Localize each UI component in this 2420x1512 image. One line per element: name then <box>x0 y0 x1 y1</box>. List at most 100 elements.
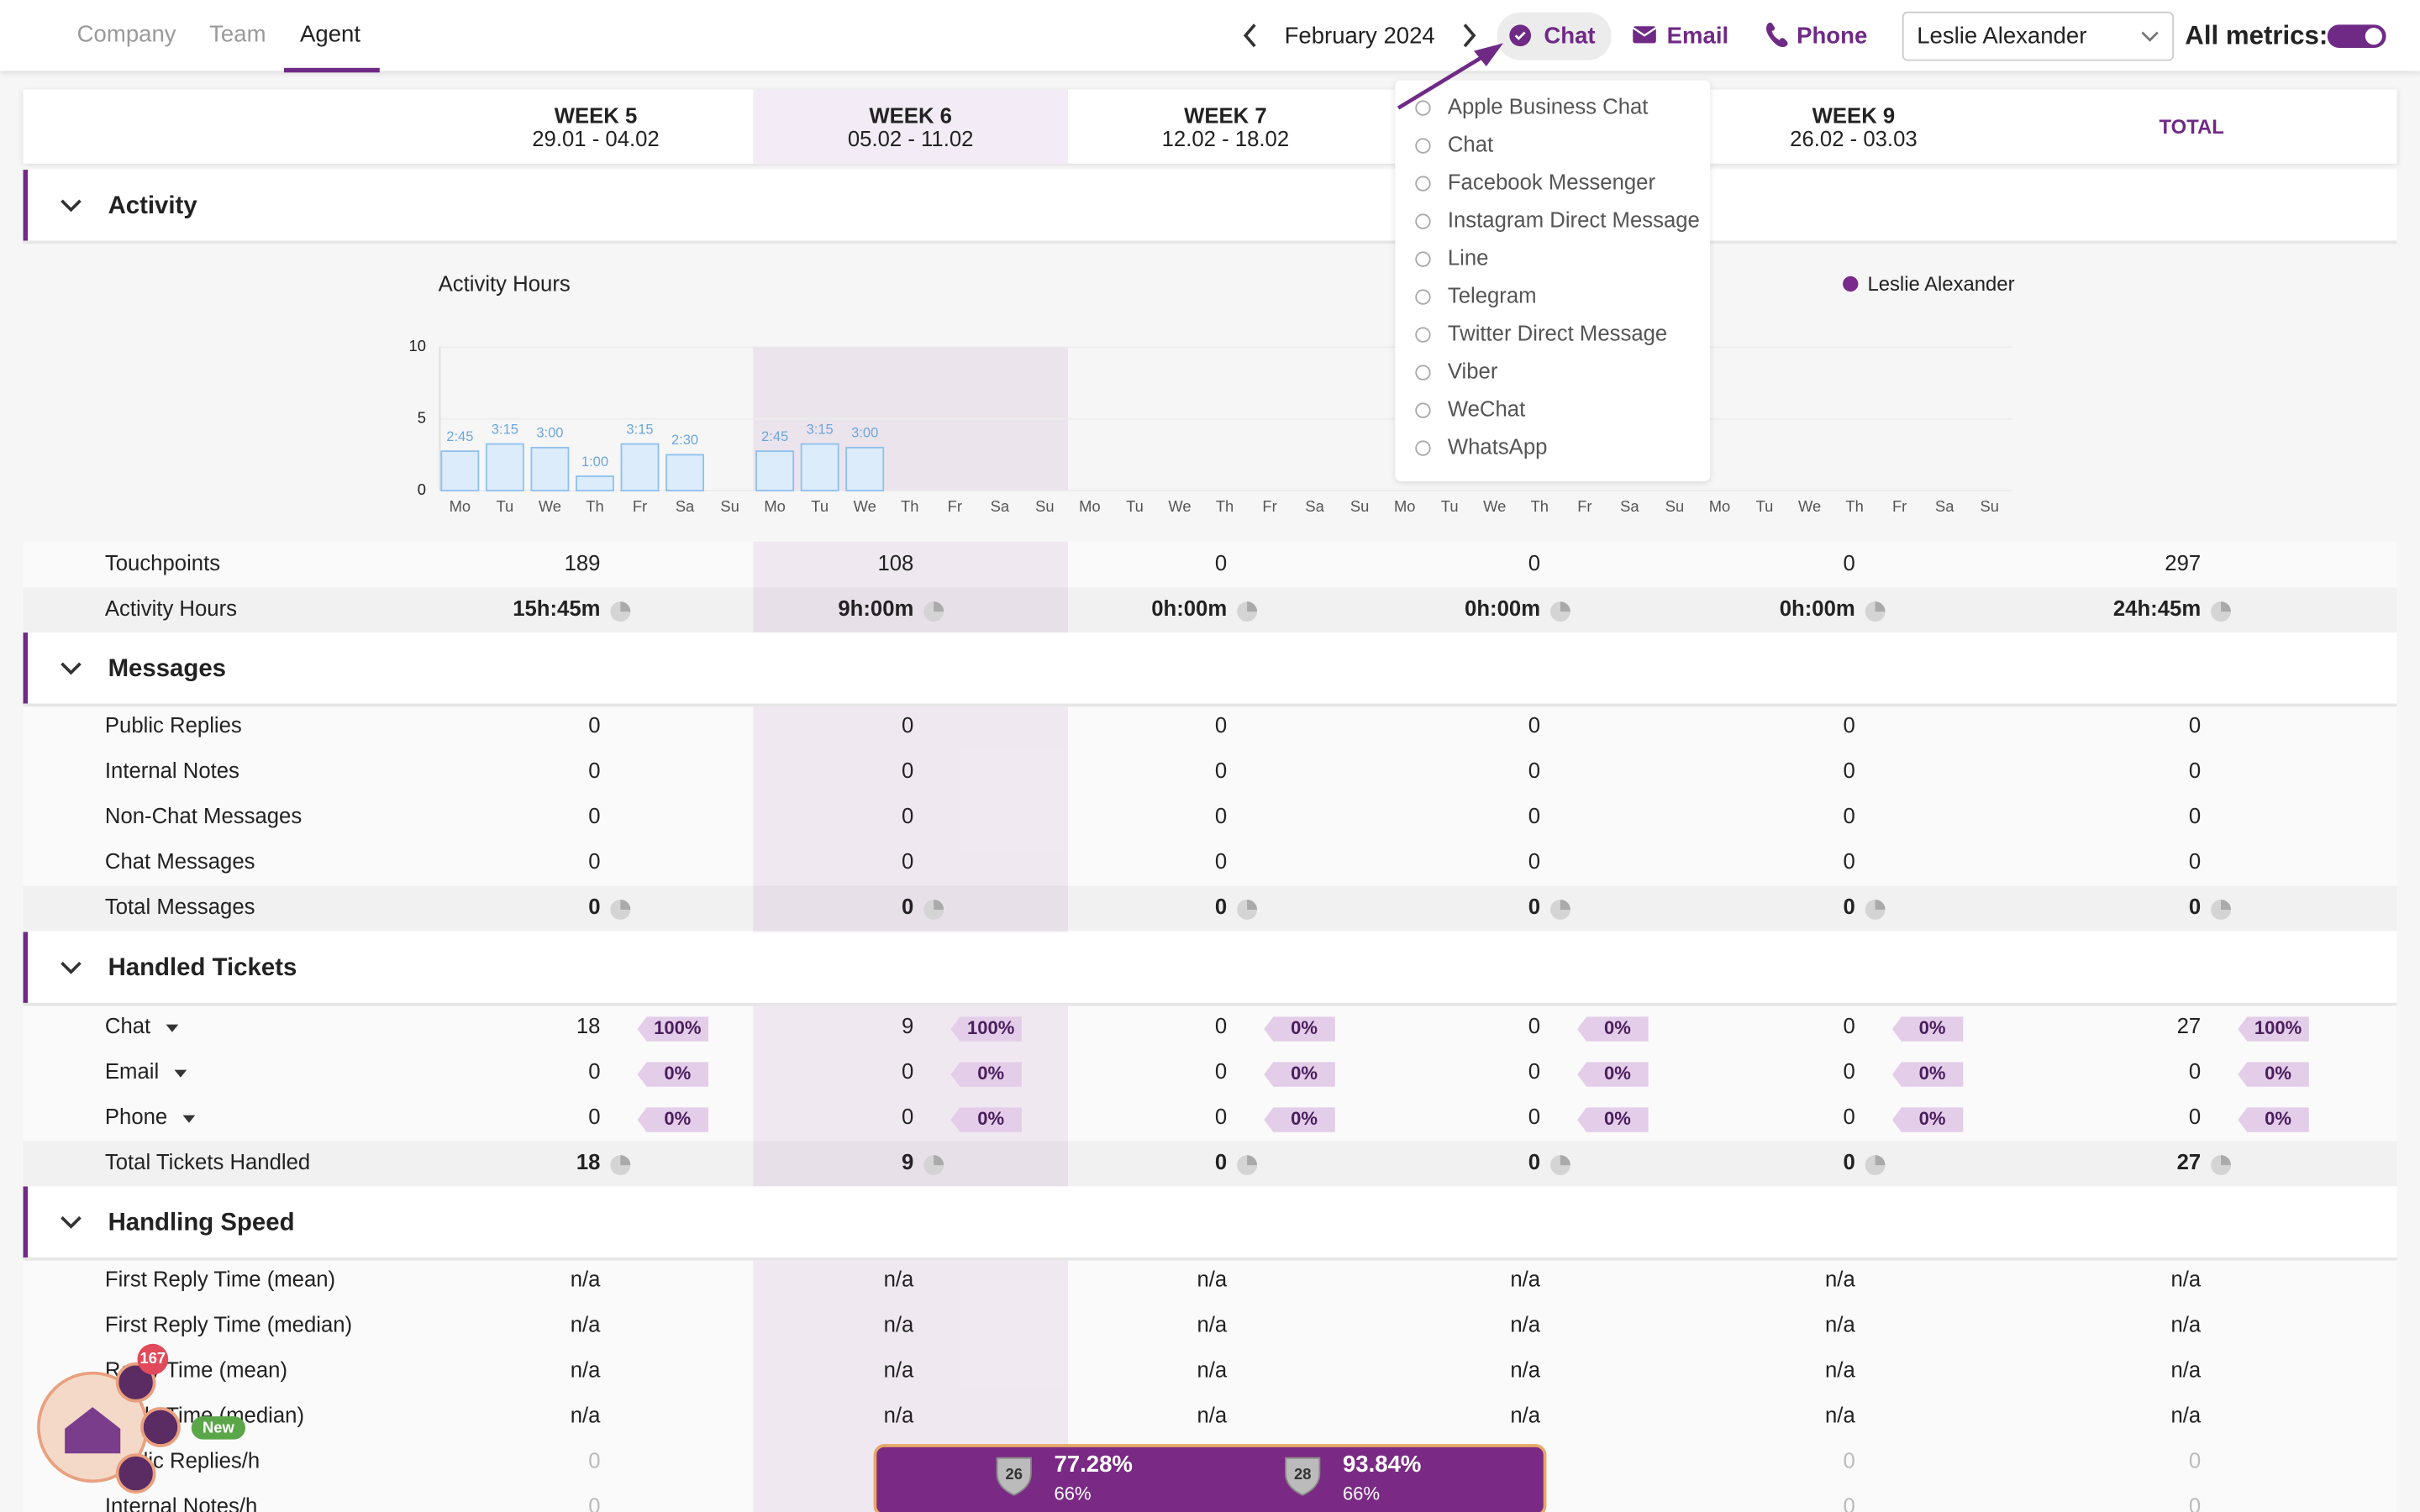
nav-tab[interactable]: Team <box>209 21 266 47</box>
channel-option[interactable]: Viber <box>1448 360 1498 383</box>
row-dropdown-caret[interactable] <box>166 1024 179 1032</box>
cell-value: 0 <box>2189 895 2201 919</box>
y-tick-label: 10 <box>409 337 426 354</box>
x-tick-label: Fr <box>948 497 962 515</box>
legend-swatch <box>1843 276 1859 292</box>
notification-count: 167 <box>140 1349 166 1367</box>
cell-value: 0 <box>1843 1494 1854 1512</box>
cell-value: n/a <box>1825 1358 1855 1382</box>
x-tick-label: Sa <box>676 497 695 515</box>
channel-icon <box>1415 176 1431 192</box>
percent-tag <box>950 1062 1022 1087</box>
rank-number: 28 <box>1294 1465 1311 1483</box>
percent-label: 0% <box>977 1108 1004 1129</box>
cell-value: 0 <box>2189 714 2201 738</box>
section-title[interactable]: Handling Speed <box>108 1208 295 1236</box>
channel-icon <box>1415 440 1431 456</box>
row-label: First Reply Time (median) <box>105 1313 352 1336</box>
collapse-chevron[interactable] <box>60 1215 82 1229</box>
rank-number: 26 <box>1006 1465 1023 1483</box>
cell-value: 0 <box>1215 759 1227 783</box>
next-month[interactable] <box>1463 24 1476 48</box>
cell-value: 27 <box>2177 1151 2202 1174</box>
percent-label: 0% <box>1604 1063 1631 1084</box>
channel-option[interactable]: Facebook Messenger <box>1448 171 1656 194</box>
section-title[interactable]: Activity <box>108 192 198 219</box>
section-title[interactable]: Handled Tickets <box>108 953 297 981</box>
widget-button[interactable] <box>115 1362 156 1403</box>
section-header <box>23 633 2397 704</box>
section-header <box>23 170 2397 241</box>
nav-tab[interactable]: Company <box>77 21 176 47</box>
bar <box>485 443 524 491</box>
row-dropdown-caret[interactable] <box>174 1069 187 1078</box>
cell-value: 0 <box>588 805 600 828</box>
cell-value: 15h:45m <box>513 597 600 621</box>
cell-value: n/a <box>884 1404 914 1427</box>
email-flap <box>1632 27 1657 37</box>
cell-value: 0 <box>1528 1015 1540 1038</box>
week-label: WEEK 6 <box>869 104 952 128</box>
total-row-bg <box>23 1141 2397 1186</box>
row-label: First Reply Time (mean) <box>105 1268 335 1291</box>
percent-tag <box>1577 1062 1649 1087</box>
percent-tag <box>1577 1107 1649 1132</box>
channel-filter[interactable]: Chat <box>1544 22 1595 48</box>
row-label: Phone <box>105 1105 167 1129</box>
nav-tab[interactable]: Agent <box>300 21 360 47</box>
channel-option[interactable]: WeChat <box>1448 397 1525 421</box>
widget-button[interactable] <box>140 1407 181 1447</box>
week-highlight <box>753 541 1069 633</box>
channel-option[interactable]: Apple Business Chat <box>1448 95 1649 118</box>
cell-value: 18 <box>576 1151 601 1174</box>
percent-tag <box>2238 1016 2309 1042</box>
row-dropdown-caret[interactable] <box>182 1115 196 1123</box>
collapse-chevron[interactable] <box>60 662 82 675</box>
cell-value: 0 <box>1215 850 1227 874</box>
week-highlight <box>753 89 1069 164</box>
cell-value: 0 <box>1215 895 1227 919</box>
channel-option[interactable]: Line <box>1448 246 1489 270</box>
percent-tag <box>637 1016 709 1042</box>
row-label: Internal Notes <box>105 759 239 783</box>
select-chevron <box>2141 31 2159 42</box>
widget-button[interactable] <box>115 1453 156 1494</box>
rank-shield <box>1285 1457 1321 1496</box>
section-title[interactable]: Messages <box>108 654 226 682</box>
x-tick-label: Tu <box>811 497 829 515</box>
x-tick-label: Th <box>1531 497 1549 515</box>
cell-value: 297 <box>2165 552 2201 575</box>
pie-icon-slice <box>620 1155 631 1166</box>
all-metrics-label: All metrics: <box>2185 20 2328 50</box>
bar-value-label: 3:15 <box>492 421 518 437</box>
prev-month[interactable] <box>1243 24 1256 48</box>
collapse-chevron[interactable] <box>60 199 82 213</box>
cell-value: 0 <box>1215 1060 1227 1084</box>
percent-tag <box>1577 1016 1649 1042</box>
cell-value: 0 <box>1215 552 1227 575</box>
channel-option[interactable]: Twitter Direct Message <box>1448 322 1667 345</box>
collapse-chevron[interactable] <box>60 961 82 974</box>
legend-label: Leslie Alexander <box>1867 273 2014 296</box>
agent-select[interactable] <box>1902 11 2175 61</box>
cell-value: 0 <box>588 714 600 738</box>
cell-value: 0 <box>2189 759 2201 783</box>
channel-option[interactable]: Chat <box>1448 133 1493 156</box>
channel-option[interactable]: Instagram Direct Message <box>1448 208 1700 232</box>
x-tick-label: Tu <box>1126 497 1144 515</box>
channel-option[interactable]: WhatsApp <box>1448 435 1548 459</box>
cell-value: 0h:00m <box>1465 597 1540 621</box>
channel-option[interactable]: Telegram <box>1448 284 1537 307</box>
percent-tag <box>1891 1062 1964 1087</box>
x-tick-label: We <box>1168 497 1191 515</box>
pie-icon-slice <box>1560 900 1570 910</box>
channel-filter[interactable]: Email <box>1667 22 1729 48</box>
percent-tag <box>1264 1107 1335 1132</box>
cell-value: 0 <box>1843 850 1854 874</box>
channel-filter[interactable]: Phone <box>1797 22 1867 48</box>
pie-icon-slice <box>2221 900 2231 910</box>
cell-value: 24h:45m <box>2113 597 2201 621</box>
bar <box>576 475 614 492</box>
agent-select-value[interactable]: Leslie Alexander <box>1917 22 2086 48</box>
